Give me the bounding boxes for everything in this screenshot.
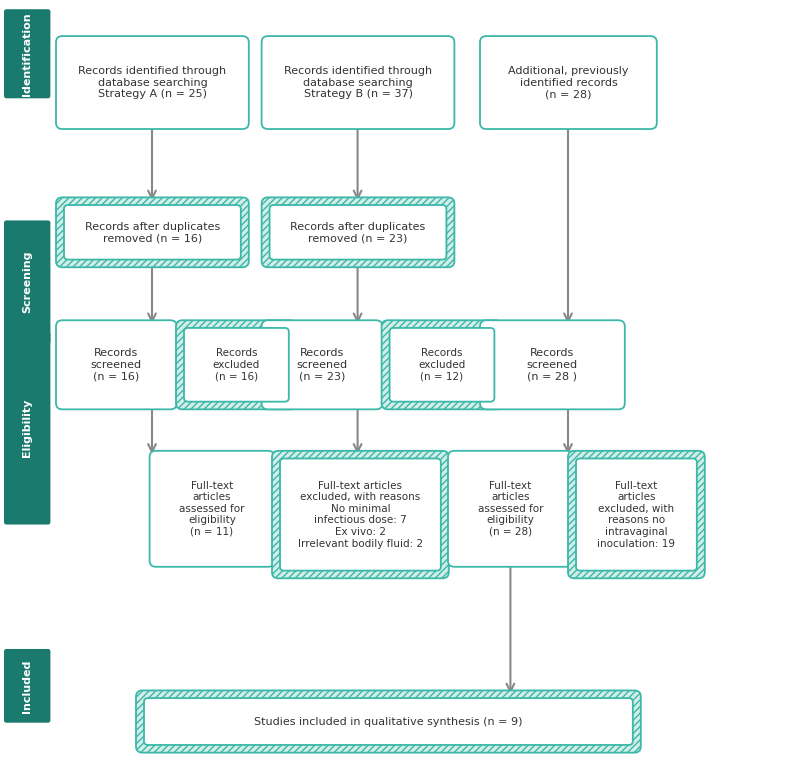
FancyBboxPatch shape xyxy=(272,451,449,578)
Text: Records
excluded
(n = 12): Records excluded (n = 12) xyxy=(418,348,466,382)
Text: Records identified through
database searching
Strategy B (n = 37): Records identified through database sear… xyxy=(284,66,432,99)
FancyBboxPatch shape xyxy=(262,320,382,409)
FancyBboxPatch shape xyxy=(144,698,633,745)
FancyBboxPatch shape xyxy=(4,649,50,723)
FancyBboxPatch shape xyxy=(4,220,50,344)
FancyBboxPatch shape xyxy=(136,690,641,753)
Text: Full-text
articles
assessed for
eligibility
(n = 28): Full-text articles assessed for eligibil… xyxy=(478,481,543,537)
FancyBboxPatch shape xyxy=(390,328,494,402)
FancyBboxPatch shape xyxy=(480,36,657,129)
FancyBboxPatch shape xyxy=(184,328,289,402)
FancyBboxPatch shape xyxy=(56,197,249,267)
Text: Studies included in qualitative synthesis (n = 9): Studies included in qualitative synthesi… xyxy=(254,717,522,727)
FancyBboxPatch shape xyxy=(64,205,241,260)
FancyBboxPatch shape xyxy=(382,320,502,409)
Text: Records after duplicates
removed (n = 16): Records after duplicates removed (n = 16… xyxy=(85,221,220,243)
Text: Full-text
articles
assessed for
eligibility
(n = 11): Full-text articles assessed for eligibil… xyxy=(179,481,245,537)
FancyBboxPatch shape xyxy=(576,458,697,571)
FancyBboxPatch shape xyxy=(176,320,297,409)
FancyBboxPatch shape xyxy=(56,320,177,409)
FancyBboxPatch shape xyxy=(262,36,454,129)
FancyBboxPatch shape xyxy=(4,9,50,98)
FancyBboxPatch shape xyxy=(480,320,625,409)
Text: Records
screened
(n = 28 ): Records screened (n = 28 ) xyxy=(527,348,578,382)
FancyBboxPatch shape xyxy=(56,36,249,129)
Text: Full-text articles
excluded, with reasons
No minimal
infectious dose: 7
Ex vivo:: Full-text articles excluded, with reason… xyxy=(298,481,423,548)
FancyBboxPatch shape xyxy=(4,332,50,525)
Text: Records
excluded
(n = 16): Records excluded (n = 16) xyxy=(213,348,260,382)
Text: Records identified through
database searching
Strategy A (n = 25): Records identified through database sear… xyxy=(78,66,226,99)
Text: Records
screened
(n = 16): Records screened (n = 16) xyxy=(91,348,142,382)
Text: Screening: Screening xyxy=(22,251,32,313)
Text: Records
screened
(n = 23): Records screened (n = 23) xyxy=(297,348,347,382)
FancyBboxPatch shape xyxy=(262,197,454,267)
FancyBboxPatch shape xyxy=(270,205,446,260)
Text: Included: Included xyxy=(22,659,32,713)
FancyBboxPatch shape xyxy=(150,451,274,567)
Text: Records after duplicates
removed (n = 23): Records after duplicates removed (n = 23… xyxy=(290,221,426,243)
FancyBboxPatch shape xyxy=(568,451,705,578)
FancyBboxPatch shape xyxy=(448,451,573,567)
Text: Eligibility: Eligibility xyxy=(22,399,32,458)
Text: Identification: Identification xyxy=(22,12,32,95)
Text: Full-text
articles
excluded, with
reasons no
intravaginal
inoculation: 19: Full-text articles excluded, with reason… xyxy=(598,481,675,548)
FancyBboxPatch shape xyxy=(280,458,441,571)
Text: Additional, previously
identified records
(n = 28): Additional, previously identified record… xyxy=(508,66,629,99)
